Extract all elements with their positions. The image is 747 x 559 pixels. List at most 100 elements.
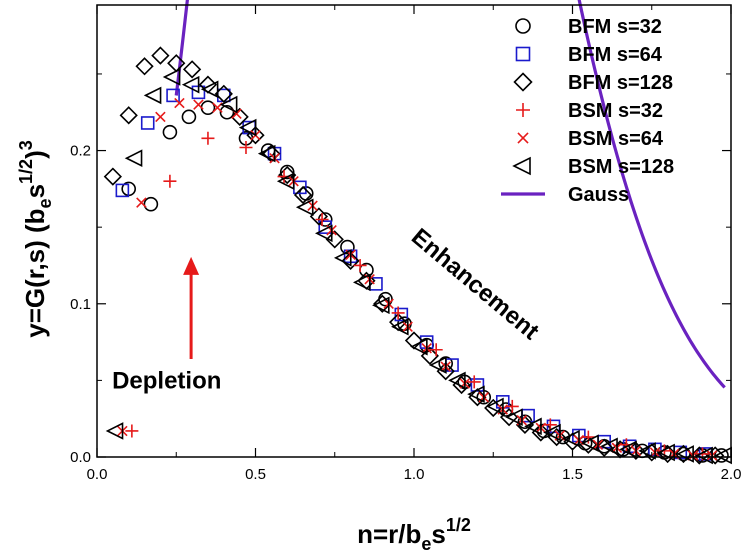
point-bfm-s-32 [143, 196, 159, 212]
annotation-layer: Enhancement Depletion [112, 223, 544, 394]
legend-swatch [512, 156, 531, 176]
point-bsm-s-128 [600, 437, 618, 456]
legend-swatch [515, 46, 531, 62]
point-bfm-s-128 [690, 446, 709, 465]
point-bsm-s-128 [543, 423, 561, 442]
point-bsm-s-128 [638, 442, 656, 460]
legend: BFM s=32 BFM s=64 BFM s=128 BSM s=32 BSM s=6… [501, 16, 674, 206]
point-bsm-s-32 [201, 131, 215, 145]
point-bfm-s-128 [626, 441, 646, 461]
point-bfm-s-128 [293, 185, 313, 205]
legend-label: BFM s=32 [568, 16, 662, 38]
point-bsm-s-128 [314, 224, 333, 243]
point-bsm-s-128 [200, 80, 219, 99]
point-bsm-s-128 [143, 86, 162, 105]
point-bsm-s-32 [505, 399, 519, 413]
point-bsm-s-128 [181, 75, 200, 94]
y-tick-label: 0.1 [70, 296, 91, 313]
point-bfm-s-32 [340, 239, 355, 255]
point-bsm-s-128 [581, 434, 599, 453]
point-bsm-s-128 [486, 397, 504, 416]
point-bsm-s-32 [239, 140, 253, 154]
y-tick-label: 0.2 [70, 143, 91, 160]
point-bfm-s-128 [214, 84, 233, 103]
point-bsm-s-128 [619, 440, 637, 459]
point-bfm-s-128 [230, 107, 249, 126]
legend-label: BFM s=128 [568, 72, 673, 94]
gauss-line [174, 0, 726, 389]
point-bsm-s-128 [295, 198, 314, 217]
legend-label: BSM s=128 [568, 156, 674, 178]
y-tick-label: 0.0 [70, 449, 91, 466]
point-bfm-s-128 [341, 251, 360, 271]
point-bsm-s-32 [429, 343, 443, 357]
point-bfm-s-64 [217, 88, 231, 103]
legend-swatch [516, 103, 530, 117]
point-bsm-s-64 [193, 99, 204, 110]
point-bsm-s-128 [257, 144, 276, 163]
point-bsm-s-128 [524, 417, 542, 436]
x-tick-label: 1.5 [562, 466, 583, 483]
point-bfm-s-128 [373, 294, 392, 313]
point-bfm-s-64 [140, 116, 155, 130]
point-bfm-s-32 [200, 100, 216, 115]
legend-label: BSM s=64 [568, 128, 664, 150]
point-bfm-s-64 [115, 183, 130, 198]
point-bfm-s-128 [309, 207, 329, 226]
point-bsm-s-128 [219, 95, 238, 114]
point-bsm-s-32 [353, 258, 367, 272]
x-tick-label: 0.5 [245, 466, 266, 483]
x-tick-label: 1.0 [404, 466, 425, 483]
point-bfm-s-128 [119, 106, 138, 125]
point-bfm-s-128 [182, 60, 202, 79]
gauss-curve-layer [174, 0, 726, 389]
point-bfm-s-32 [219, 104, 235, 120]
point-bsm-s-32 [163, 174, 177, 188]
legend-swatch [513, 72, 533, 92]
point-bfm-s-32 [279, 164, 295, 180]
legend-label: BSM s=32 [568, 100, 663, 122]
point-bsm-s-32 [125, 424, 139, 438]
point-bsm-s-128 [162, 68, 181, 86]
point-bsm-s-128 [352, 273, 371, 292]
point-bsm-s-128 [333, 249, 352, 267]
axis-ticks: 0.0 0.5 1.0 1.5 2.0 0.0 0.1 0.2 [70, 5, 741, 483]
point-bfm-s-64 [166, 88, 180, 103]
point-bfm-s-128 [135, 57, 154, 76]
point-bsm-s-32 [315, 213, 329, 227]
point-bsm-s-128 [372, 296, 390, 315]
point-bfm-s-32 [162, 124, 178, 140]
x-axis-label: n=r/bes1/2 [357, 515, 471, 554]
markers-layer [103, 46, 732, 465]
point-bsm-s-64 [174, 97, 185, 109]
point-bsm-s-64 [155, 111, 166, 123]
point-bsm-s-128 [429, 356, 447, 374]
point-bfm-s-64 [394, 307, 409, 322]
point-bsm-s-128 [467, 385, 485, 403]
point-bsm-s-32 [391, 306, 405, 320]
point-bsm-s-128 [695, 446, 713, 465]
point-bsm-s-128 [448, 371, 466, 390]
legend-label: BFM s=64 [568, 44, 663, 66]
x-tick-label: 2.0 [721, 466, 742, 483]
point-bfm-s-128 [325, 230, 344, 249]
point-bsm-s-128 [657, 443, 675, 462]
point-bsm-s-128 [124, 149, 143, 168]
point-bsm-s-128 [505, 408, 523, 426]
legend-swatch [517, 132, 529, 144]
point-bfm-s-128 [468, 388, 487, 407]
legend-swatch [515, 18, 531, 34]
point-bfm-s-64 [470, 378, 485, 392]
x-tick-label: 0.0 [87, 466, 108, 483]
point-bfm-s-128 [436, 362, 455, 381]
enhancement-annotation: Enhancement [406, 223, 544, 345]
point-bsm-s-32 [467, 375, 481, 389]
point-bsm-s-128 [562, 429, 580, 448]
point-bfm-s-128 [278, 165, 297, 185]
point-bfm-s-128 [499, 408, 519, 427]
y-axis-label: y=G(r,s) (bes1/2)3 [16, 140, 55, 338]
point-bsm-s-128 [238, 118, 257, 137]
point-bsm-s-128 [410, 337, 428, 356]
depletion-arrow-head [183, 256, 200, 275]
